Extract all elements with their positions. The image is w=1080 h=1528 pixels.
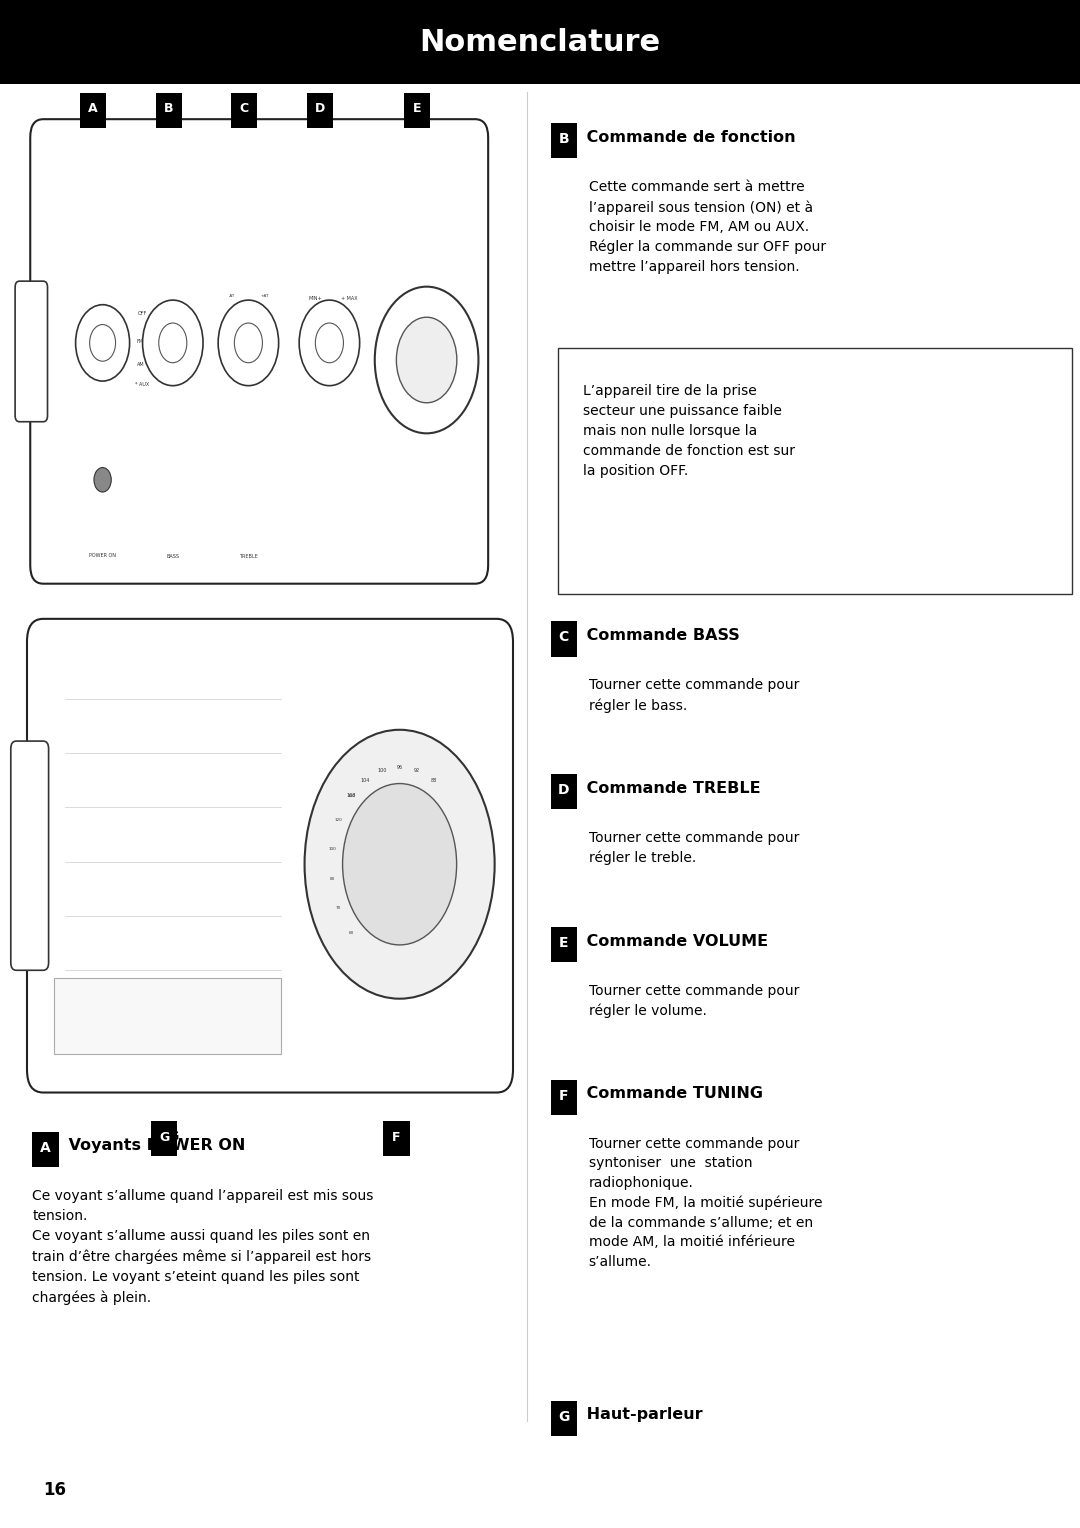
Text: 120: 120	[335, 819, 342, 822]
FancyBboxPatch shape	[231, 93, 257, 128]
Text: Ce voyant s’allume quand l’appareil est mis sous
tension.
Ce voyant s’allume aus: Ce voyant s’allume quand l’appareil est …	[32, 1189, 374, 1305]
Text: G: G	[558, 1410, 569, 1424]
Text: Tourner cette commande pour
régler le volume.: Tourner cette commande pour régler le vo…	[589, 984, 799, 1018]
FancyBboxPatch shape	[383, 1122, 409, 1157]
FancyBboxPatch shape	[551, 927, 577, 963]
FancyBboxPatch shape	[156, 93, 181, 128]
FancyBboxPatch shape	[307, 93, 333, 128]
Text: L’appareil tire de la prise
secteur une puissance faible
mais non nulle lorsque : L’appareil tire de la prise secteur une …	[583, 384, 795, 478]
Text: 108: 108	[347, 793, 356, 798]
Text: Voyants POWER ON: Voyants POWER ON	[63, 1138, 245, 1154]
Text: F: F	[391, 1131, 400, 1143]
Text: 70: 70	[336, 906, 341, 911]
FancyBboxPatch shape	[551, 622, 577, 657]
Text: E: E	[559, 937, 568, 950]
Circle shape	[234, 322, 262, 362]
Bar	[54, 978, 281, 1054]
Text: A: A	[40, 1141, 51, 1155]
Text: + MAX: + MAX	[340, 296, 357, 301]
Circle shape	[342, 784, 457, 944]
Text: OFF: OFF	[138, 312, 147, 316]
FancyBboxPatch shape	[551, 1401, 577, 1436]
Text: E: E	[413, 102, 421, 115]
Circle shape	[143, 299, 203, 385]
Circle shape	[375, 287, 478, 434]
Text: Commande BASS: Commande BASS	[581, 628, 740, 643]
Text: 60: 60	[349, 931, 354, 935]
Circle shape	[76, 304, 130, 380]
Circle shape	[299, 299, 360, 385]
Text: TREBLE: TREBLE	[239, 553, 258, 559]
Text: Tourner cette commande pour
régler le treble.: Tourner cette commande pour régler le tr…	[589, 831, 799, 865]
Text: MIN+: MIN+	[309, 296, 322, 301]
FancyBboxPatch shape	[0, 0, 1080, 84]
Text: 100: 100	[328, 847, 336, 851]
Text: POWER ON: POWER ON	[89, 553, 117, 558]
FancyBboxPatch shape	[27, 619, 513, 1093]
Circle shape	[315, 322, 343, 362]
Text: -AT: -AT	[229, 293, 235, 298]
Text: F: F	[559, 1089, 568, 1103]
Text: C: C	[240, 102, 248, 115]
Text: D: D	[558, 784, 569, 798]
Text: AM: AM	[136, 362, 145, 367]
FancyBboxPatch shape	[404, 93, 430, 128]
Circle shape	[218, 299, 279, 385]
Text: Commande TUNING: Commande TUNING	[581, 1086, 764, 1102]
Circle shape	[159, 322, 187, 362]
Text: 150: 150	[348, 793, 355, 798]
Text: FM: FM	[137, 339, 144, 344]
Text: 88: 88	[431, 778, 437, 782]
Text: Cette commande sert à mettre
l’appareil sous tension (ON) et à
choisir le mode F: Cette commande sert à mettre l’appareil …	[589, 180, 826, 274]
Text: Commande VOLUME: Commande VOLUME	[581, 934, 768, 949]
Text: Commande de fonction: Commande de fonction	[581, 130, 796, 145]
Text: Tourner cette commande pour
régler le bass.: Tourner cette commande pour régler le ba…	[589, 678, 799, 712]
FancyBboxPatch shape	[32, 1132, 58, 1167]
Circle shape	[305, 730, 495, 999]
FancyBboxPatch shape	[551, 775, 577, 810]
FancyBboxPatch shape	[151, 1122, 177, 1157]
Text: 100: 100	[377, 769, 387, 773]
Text: * AUX: * AUX	[135, 382, 150, 387]
Text: 104: 104	[361, 778, 370, 782]
Text: B: B	[558, 133, 569, 147]
Text: Tourner cette commande pour
syntoniser  une  station
radiophonique.
En mode FM, : Tourner cette commande pour syntoniser u…	[589, 1137, 822, 1268]
FancyBboxPatch shape	[30, 119, 488, 584]
Text: 92: 92	[415, 769, 420, 773]
Text: 96: 96	[396, 766, 403, 770]
Text: Nomenclature: Nomenclature	[419, 28, 661, 57]
Text: C: C	[558, 631, 569, 645]
Text: B: B	[164, 102, 173, 115]
FancyBboxPatch shape	[15, 281, 48, 422]
Circle shape	[94, 468, 111, 492]
Circle shape	[396, 318, 457, 403]
Text: A: A	[89, 102, 98, 115]
FancyBboxPatch shape	[11, 741, 49, 970]
Text: Haut-parleur: Haut-parleur	[581, 1407, 703, 1423]
Text: BASS: BASS	[166, 553, 179, 559]
FancyBboxPatch shape	[551, 124, 577, 159]
FancyBboxPatch shape	[558, 348, 1072, 594]
Text: D: D	[314, 102, 325, 115]
FancyBboxPatch shape	[80, 93, 106, 128]
Text: G: G	[159, 1131, 170, 1143]
Text: Commande TREBLE: Commande TREBLE	[581, 781, 760, 796]
FancyBboxPatch shape	[551, 1080, 577, 1115]
Text: +AT: +AT	[260, 293, 269, 298]
Text: F: F	[392, 1131, 401, 1143]
Text: 16: 16	[43, 1481, 66, 1499]
Text: 80: 80	[329, 877, 335, 882]
Circle shape	[90, 324, 116, 361]
Text: G: G	[168, 1131, 179, 1143]
